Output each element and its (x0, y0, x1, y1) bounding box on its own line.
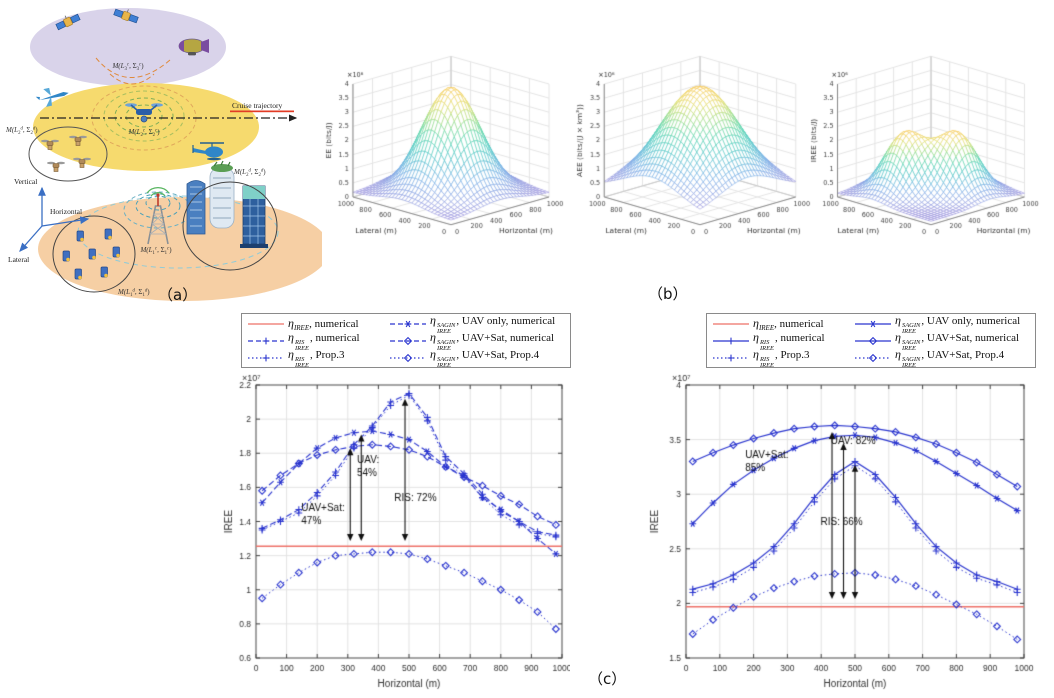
legend-entry-label: η SAGIN IREE, UAV+Sat, numerical (895, 330, 1020, 352)
helicopter-icon (192, 142, 224, 161)
legend-entry: η SAGIN IREE, UAV+Sat, numerical (389, 330, 565, 352)
legend-entry: ηIREE, numerical (712, 315, 850, 332)
plus-marker-icon (727, 337, 735, 344)
plus-marker-icon (262, 354, 270, 361)
legend-line-sample (855, 353, 891, 362)
line-chart-left (222, 371, 570, 698)
legend-entry-label: ηIREE, numerical (753, 315, 824, 332)
drone-swarm-label: M(L2d, Σ2d) (5, 126, 38, 136)
legend-line-sample (390, 320, 426, 327)
legend-entry-label: η SAGIN IREE, UAV only, numerical (430, 313, 556, 335)
coordinate-axes: Vertical Horizontal Lateral (8, 177, 90, 264)
legend-line-sample (248, 322, 284, 325)
diamond-marker-icon (868, 336, 878, 345)
vertical-axis-label: Vertical (14, 177, 37, 186)
legend-line-sample (248, 337, 284, 344)
building-icon (209, 160, 235, 229)
cruise-label-underline (230, 110, 294, 113)
legend-entry: η RIS IREE, numerical (712, 330, 850, 352)
legend-entry: η RIS IREE, Prop.3 (247, 347, 385, 369)
legend-entry: ηIREE, numerical (247, 315, 385, 332)
line-chart-right (648, 371, 1042, 698)
legend-entry-label: η RIS IREE, Prop.3 (288, 347, 345, 369)
star-marker-icon (404, 320, 412, 327)
legend-entry-label: ηIREE, numerical (288, 315, 359, 332)
buildings-cluster-label: M(L2d, Σ2d) (233, 168, 266, 178)
diamond-marker-icon (868, 353, 878, 362)
legend-entry: η SAGIN IREE, UAV+Sat, Prop.4 (854, 347, 1030, 369)
sagin-diagram: M(L3c, Σ3c) Cruise traj (5, 4, 330, 301)
uav-coverage-ring (114, 97, 174, 135)
panel-c-label: （c） (588, 670, 627, 688)
panel-a-label: （a） (158, 286, 198, 304)
uav-coverage-ring (103, 90, 185, 142)
legend-entry: η SAGIN IREE, UAV+Sat, numerical (854, 330, 1030, 352)
legend-left: ηIREE, numerical η SAGIN IREE, UAV only, nu… (241, 313, 571, 368)
base-station-icon (146, 187, 170, 245)
surface-plot-ee (322, 34, 580, 268)
legend-entry-label: η RIS IREE, Prop.3 (753, 347, 810, 369)
legend-entry-label: η SAGIN IREE, UAV+Sat, Prop.4 (430, 347, 540, 369)
legend-entry-label: η SAGIN IREE, UAV+Sat, Prop.4 (895, 347, 1005, 369)
legend-line-sample (713, 322, 749, 325)
uav-cluster-label: M(L2c, Σ2c) (127, 128, 160, 138)
legend-line-sample (713, 337, 749, 344)
lateral-axis-label: Lateral (8, 255, 29, 264)
legend-entry: η SAGIN IREE, UAV only, numerical (389, 313, 565, 335)
drone-swarm-circle (28, 126, 108, 182)
space-cluster-label: M(L3c, Σ3c) (111, 62, 144, 72)
legend-entry-label: η SAGIN IREE, UAV only, numerical (895, 313, 1021, 335)
legend-entry-label: η RIS IREE, numerical (288, 330, 360, 352)
buildings-circle (182, 181, 278, 271)
airplane-icon (35, 87, 69, 107)
users-cluster-label: M(L1d, Σ1d) (117, 288, 150, 298)
plus-marker-icon (262, 337, 270, 344)
legend-line-sample (713, 354, 749, 361)
buildings-icons (186, 160, 268, 248)
bs-coverage-ring (135, 193, 181, 219)
uav-icon (125, 103, 163, 123)
surface-plot-aee (574, 34, 826, 268)
legend-entry: η RIS IREE, Prop.3 (712, 347, 850, 369)
horizontal-axis-label: Horizontal (50, 207, 82, 216)
space-air-link-arc (109, 73, 155, 85)
plus-marker-icon (727, 354, 735, 361)
legend-line-sample (855, 336, 891, 345)
building-icon (186, 180, 206, 235)
uav-coverage-ring (125, 104, 163, 128)
legend-line-sample (390, 353, 426, 362)
space-layer-ellipse (30, 8, 226, 86)
space-air-link-arc (95, 57, 171, 78)
legend-entry: η RIS IREE, numerical (247, 330, 385, 352)
base-station-label: M(L1c, Σ1c) (139, 246, 172, 256)
legend-entry-label: η RIS IREE, numerical (753, 330, 825, 352)
legend-entry: η SAGIN IREE, UAV+Sat, Prop.4 (389, 347, 565, 369)
cruise-trajectory-label: Cruise trajectory (232, 101, 282, 110)
diamond-marker-icon (403, 336, 413, 345)
legend-line-sample (390, 336, 426, 345)
legend-entry: η SAGIN IREE, UAV only, numerical (854, 313, 1030, 335)
surface-plot-iree (808, 34, 1054, 268)
star-marker-icon (869, 320, 877, 327)
legend-entry-label: η SAGIN IREE, UAV+Sat, numerical (430, 330, 555, 352)
legend-line-sample (248, 354, 284, 361)
air-layer-ellipse (33, 83, 259, 171)
airship-icon (178, 38, 209, 56)
users-circle (52, 215, 136, 293)
legend-line-sample (855, 320, 891, 327)
building-icon (240, 185, 268, 248)
panel-b-label: （b） (648, 285, 688, 303)
diamond-marker-icon (403, 353, 413, 362)
legend-right: ηIREE, numerical η SAGIN IREE, UAV only, nu… (706, 313, 1036, 368)
